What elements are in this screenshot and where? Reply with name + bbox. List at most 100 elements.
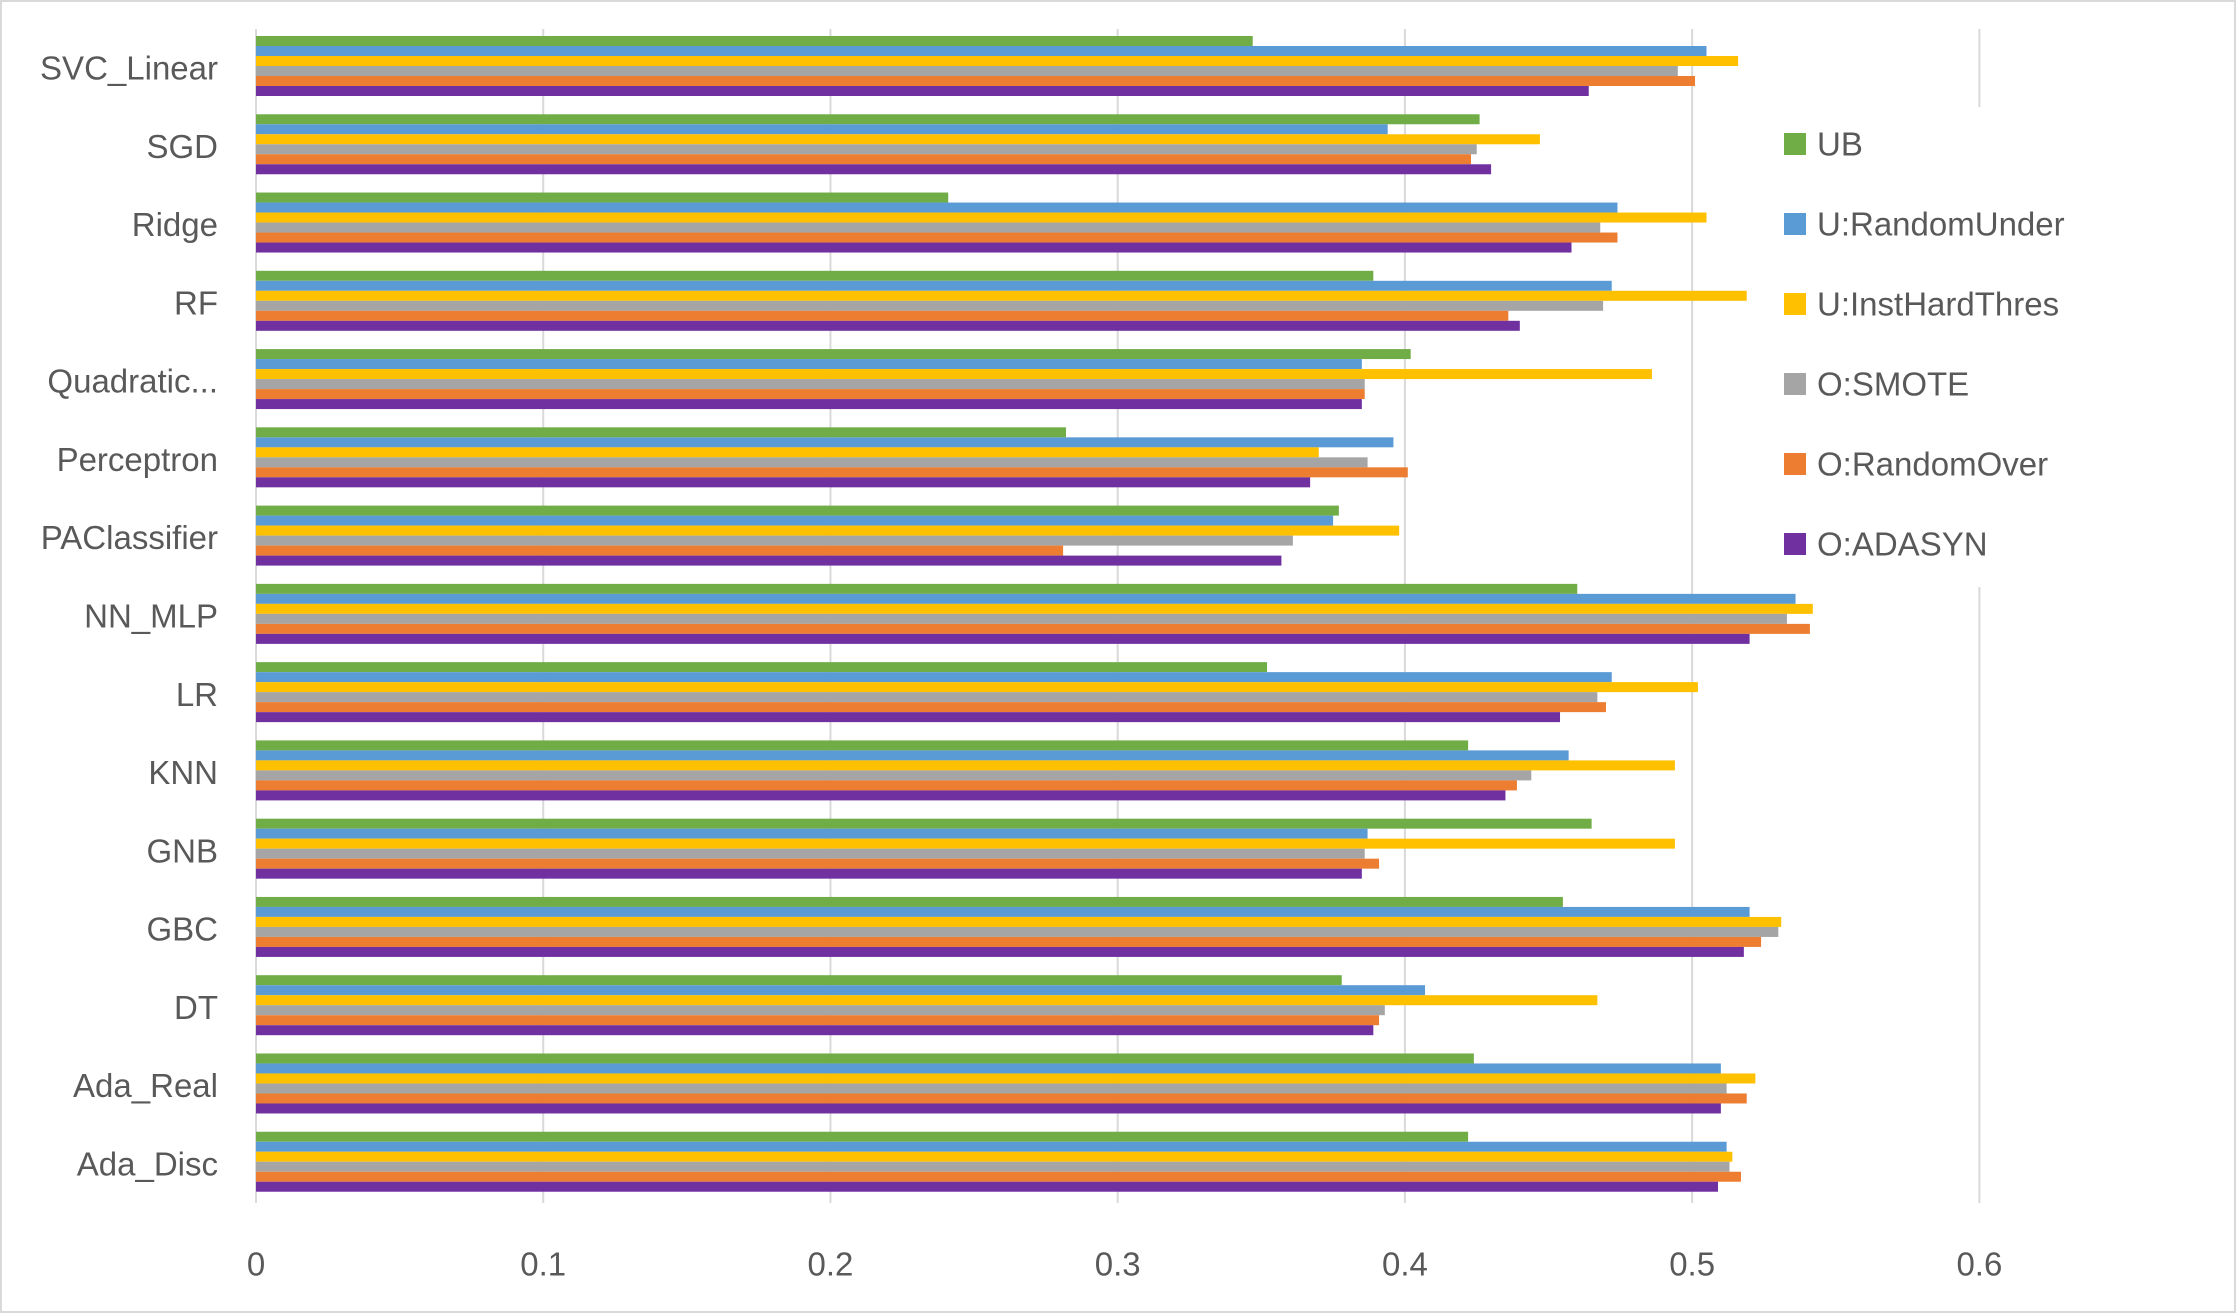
bar-sgd-3 [256,144,1477,155]
bar-lr-4 [256,702,1606,713]
bar-ada-real-1 [256,1063,1721,1074]
bar-gbc-2 [256,916,1782,927]
bar-svc-linear-2 [256,56,1739,66]
bar-nn-mlp-5 [256,633,1750,644]
bar-ada-real-4 [256,1093,1747,1104]
bar-ada-disc-2 [256,1151,1733,1162]
value-axis: 0 0.1 0.2 0.3 0.4 0.5 0.6 [247,1246,2003,1283]
bar-nn-mlp-3 [256,613,1787,624]
bar-knn-0 [256,740,1469,751]
x-tick-label: 0 [247,1246,265,1283]
x-tick-label: 0.5 [1669,1246,1715,1283]
bar-sgd-0 [256,114,1480,125]
legend-label: O:RandomOver [1817,446,2048,483]
bar-lr-1 [256,672,1612,683]
bar-ada-disc-5 [256,1181,1719,1192]
bar-rf-2 [256,290,1747,301]
bar-ridge-5 [256,242,1572,253]
legend-swatch [1784,213,1806,235]
bar-gnb-0 [256,818,1592,829]
bar-perceptron-4 [256,467,1408,478]
bar-dt-0 [256,975,1342,986]
category-label: KNN [148,754,218,791]
bar-rf-3 [256,300,1604,311]
category-label: GBC [146,911,218,948]
bar-dt-4 [256,1015,1380,1026]
bar-dt-3 [256,1005,1385,1016]
bar-quadratic--2 [256,369,1652,380]
category-label: Ridge [132,206,218,243]
x-tick-label: 0.1 [520,1246,566,1283]
bar-dt-5 [256,1025,1374,1036]
bar-paclassifier-2 [256,525,1400,536]
bar-dt-1 [256,985,1426,996]
category-label: Quadratic... [47,363,218,400]
bar-gnb-4 [256,858,1380,869]
category-label: Ada_Real [73,1067,218,1104]
category-label: NN_MLP [84,598,218,635]
bar-knn-3 [256,770,1532,781]
bar-sgd-5 [256,164,1492,175]
category-label: SVC_Linear [40,50,218,87]
bar-quadratic--0 [256,349,1411,360]
bar-gbc-5 [256,946,1744,957]
legend-label: O:SMOTE [1817,366,1969,403]
bar-svc-linear-0 [256,36,1253,46]
bar-quadratic--4 [256,389,1365,400]
bar-ridge-0 [256,192,949,203]
bar-gbc-4 [256,936,1762,947]
bar-lr-0 [256,662,1268,673]
bar-lr-5 [256,712,1561,723]
category-label: Ada_Disc [77,1145,218,1182]
legend-background [1754,107,2124,587]
legend-swatch [1784,133,1806,155]
legend-label: U:RandomUnder [1817,206,2065,243]
bar-ridge-2 [256,212,1707,223]
bar-quadratic--3 [256,379,1365,390]
bar-gbc-3 [256,926,1779,937]
bar-lr-2 [256,682,1698,693]
bar-gnb-1 [256,828,1368,839]
bar-perceptron-3 [256,457,1368,468]
bar-rf-4 [256,310,1509,321]
legend-swatch [1784,453,1806,475]
bar-knn-5 [256,790,1506,801]
category-label: RF [174,284,218,321]
bar-sgd-4 [256,154,1471,165]
bar-paclassifier-5 [256,555,1282,566]
category-label: PAClassifier [41,519,218,556]
bar-sgd-2 [256,134,1540,145]
bar-quadratic--5 [256,399,1362,410]
x-tick-label: 0.2 [808,1246,854,1283]
bar-quadratic--1 [256,359,1362,370]
bar-perceptron-0 [256,427,1066,438]
bar-paclassifier-1 [256,515,1334,526]
bar-ridge-4 [256,232,1618,243]
category-label: Perceptron [57,441,218,478]
legend-swatch [1784,293,1806,315]
bar-knn-1 [256,750,1569,761]
bar-dt-2 [256,995,1598,1006]
legend-label: U:InstHardThres [1817,286,2059,323]
bar-rf-1 [256,280,1612,291]
legend-swatch [1784,533,1806,555]
bar-gnb-2 [256,838,1675,849]
bar-gbc-1 [256,906,1750,917]
x-tick-label: 0.3 [1095,1246,1141,1283]
bar-lr-3 [256,692,1598,703]
bar-gnb-5 [256,868,1362,879]
bar-sgd-1 [256,124,1388,135]
bar-svc-linear-4 [256,76,1696,86]
legend-swatch [1784,373,1806,395]
bar-ada-disc-0 [256,1131,1469,1142]
legend-label: UB [1817,126,1863,163]
bar-ada-disc-4 [256,1171,1741,1182]
bar-layer [256,36,1813,1192]
bar-ada-real-2 [256,1073,1756,1084]
bar-gbc-0 [256,896,1563,907]
bar-ada-real-3 [256,1083,1727,1094]
bar-svc-linear-1 [256,46,1707,56]
bar-nn-mlp-1 [256,593,1796,604]
